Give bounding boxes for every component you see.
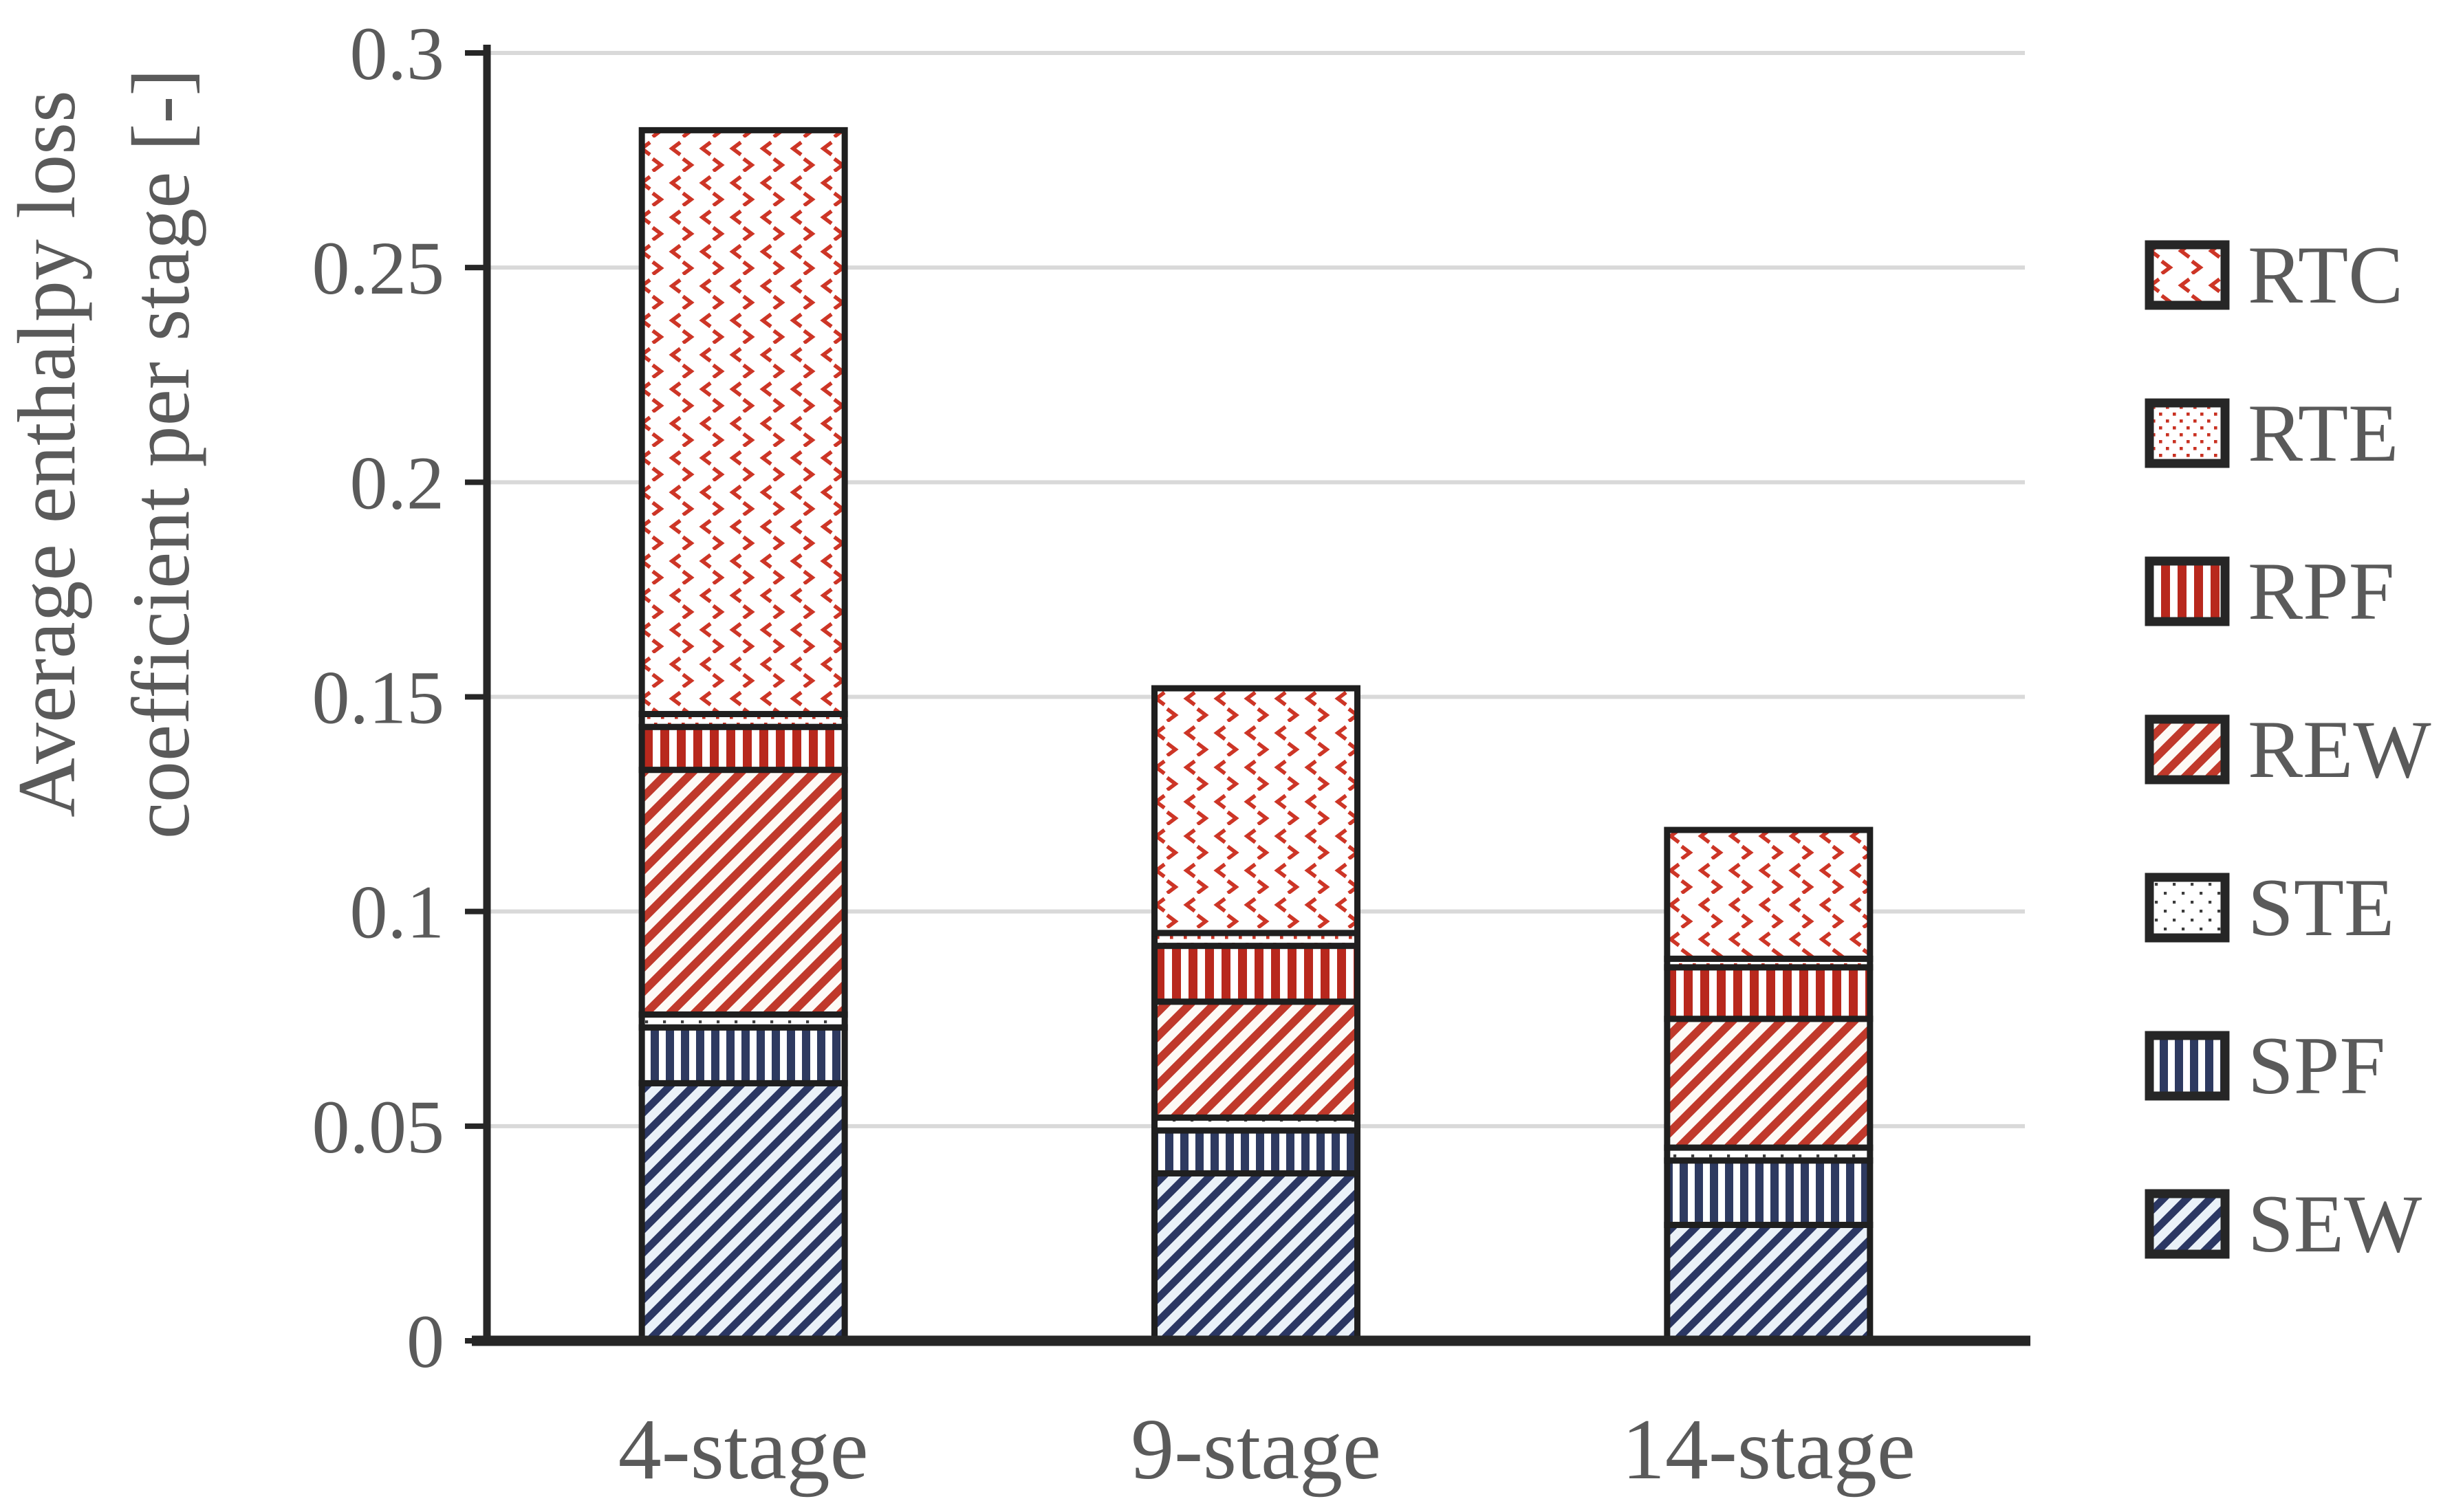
legend-swatch-rtc-icon [2145,240,2230,310]
bar-segment-rew-4-stage [638,767,848,1018]
y-tick-label: 0 [406,1300,444,1383]
legend-swatch-rpf-icon [2145,556,2230,626]
legend-swatch-rte-icon [2145,398,2230,468]
bar-segment-rew-14-stage [1664,1016,1874,1151]
bar-segment-rew-9-stage [1151,998,1360,1121]
legend-label: SPF [2248,1020,2386,1111]
legend-swatch-spf-icon [2145,1031,2230,1101]
legend-item-sew: SEW [2145,1178,2422,1269]
legend: RTC RTE RPF REW STE SPF SEW [2145,0,2452,1512]
y-tick-label: 0.05 [312,1085,445,1169]
y-axis-title-line1: Average enthalpy loss [1,90,92,818]
y-tick-label: 0.2 [350,441,445,525]
bar-segment-spf-9-stage [1151,1127,1360,1177]
y-tick-label: 0.1 [350,870,445,954]
legend-item-rtc: RTC [2145,229,2404,320]
legend-item-rew: REW [2145,703,2431,795]
x-category-label-4-stage: 4-stage [618,1402,869,1498]
legend-item-ste: STE [2145,862,2394,953]
legend-label: RTC [2248,229,2404,320]
y-tick-label: 0.3 [350,12,445,96]
bar-segment-rtc-14-stage [1664,826,1874,962]
bar-segment-spf-4-stage [638,1024,848,1086]
bar-segment-rtc-4-stage [638,127,848,717]
y-axis-title-line2: coefficient per stage [-] [114,68,206,840]
legend-label: RPF [2248,545,2395,637]
bar-segment-spf-14-stage [1664,1157,1874,1228]
y-axis-title: Average enthalpy loss coefficient per st… [0,0,265,1141]
legend-label: REW [2248,703,2431,795]
legend-label: RTE [2248,387,2399,479]
bar-segment-sew-14-stage [1664,1221,1874,1344]
bar-segment-rpf-14-stage [1664,964,1874,1022]
bar-segment-rpf-9-stage [1151,943,1360,1005]
legend-swatch-sew-icon [2145,1189,2230,1259]
x-category-label-9-stage: 9-stage [1131,1402,1381,1498]
y-tick-label: 0.15 [312,656,445,740]
bar-segment-sew-9-stage [1151,1170,1360,1344]
bar-segment-sew-4-stage [638,1080,848,1344]
legend-label: STE [2248,862,2395,953]
legend-label: SEW [2248,1178,2422,1269]
legend-swatch-ste-icon [2145,873,2230,943]
bar-segment-rpf-4-stage [638,723,848,774]
bar-segment-rtc-9-stage [1151,685,1360,936]
legend-item-rte: RTE [2145,387,2398,479]
x-category-label-14-stage: 14-stage [1622,1402,1916,1498]
legend-swatch-rew-icon [2145,714,2230,785]
y-tick-label: 0.25 [312,226,445,310]
legend-item-rpf: RPF [2145,545,2395,637]
legend-item-spf: SPF [2145,1020,2385,1111]
